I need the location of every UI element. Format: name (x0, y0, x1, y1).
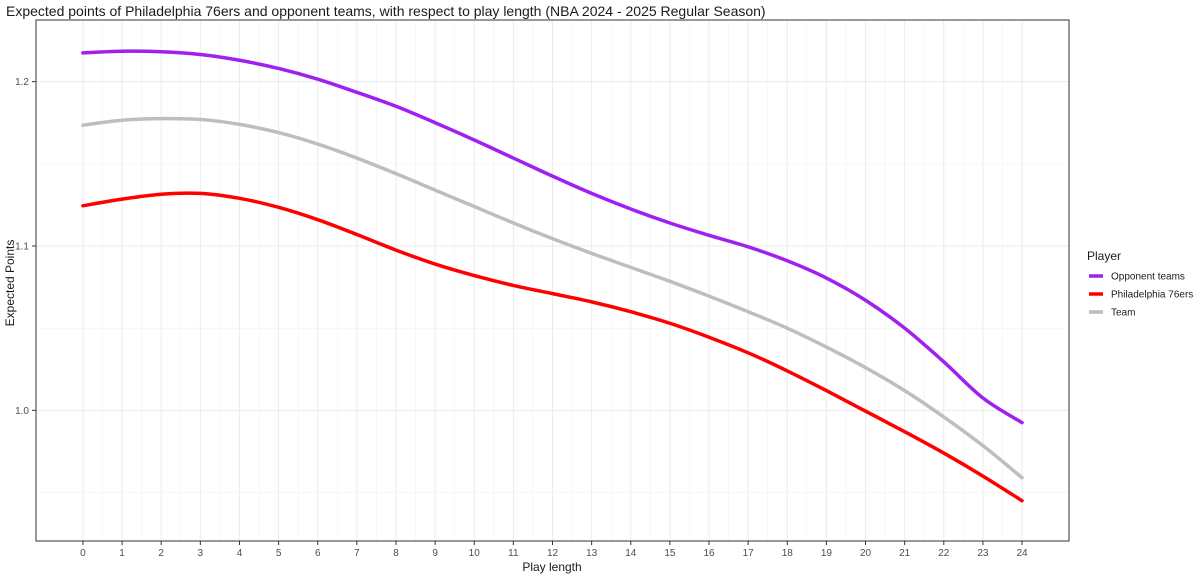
x-tick-label: 13 (586, 548, 598, 559)
x-tick-label: 3 (198, 548, 204, 559)
y-axis: 1.0 1.1 1.2 (15, 77, 36, 417)
y-tick-label: 1.0 (15, 406, 29, 417)
x-tick-label: 21 (899, 548, 911, 559)
legend-title: Player (1087, 249, 1121, 263)
x-tick-label: 7 (354, 548, 360, 559)
x-tick-label: 24 (1016, 548, 1028, 559)
x-tick-label: 12 (547, 548, 559, 559)
x-axis: 0 1 2 3 4 5 6 7 8 9 10 11 12 13 14 15 16 17 18 19 20 21 22 23 24 (80, 541, 1028, 559)
x-tick-label: 19 (821, 548, 833, 559)
grid-major (36, 20, 1069, 541)
x-axis-title: Play length (522, 560, 581, 574)
x-tick-label: 20 (860, 548, 872, 559)
series-line-team (81, 116, 1024, 480)
x-tick-label: 5 (276, 548, 282, 559)
legend-label-team: Team (1111, 308, 1135, 319)
x-tick-label: 8 (393, 548, 399, 559)
x-tick-label: 11 (508, 548, 519, 559)
x-tick-label: 23 (977, 548, 989, 559)
legend-label-philadelphia-76ers: Philadelphia 76ers (1111, 290, 1193, 301)
series-line-opponent-teams (81, 49, 1024, 425)
x-tick-label: 17 (743, 548, 755, 559)
x-tick-label: 10 (469, 548, 481, 559)
x-tick-label: 1 (119, 548, 125, 559)
x-tick-label: 22 (938, 548, 950, 559)
series-line-philadelphia-76ers (81, 191, 1024, 503)
legend-label-opponent-teams: Opponent teams (1111, 272, 1185, 283)
x-tick-label: 16 (703, 548, 715, 559)
x-tick-label: 4 (237, 548, 243, 559)
x-tick-label: 9 (432, 548, 438, 559)
chart-title: Expected points of Philadelphia 76ers an… (6, 3, 766, 19)
x-tick-label: 6 (315, 548, 321, 559)
x-tick-label: 14 (625, 548, 637, 559)
x-tick-label: 2 (158, 548, 164, 559)
series-layer (81, 49, 1024, 503)
y-tick-label: 1.1 (15, 241, 29, 252)
y-axis-title: Expected Points (3, 240, 17, 327)
x-tick-label: 0 (80, 548, 86, 559)
x-tick-label: 18 (782, 548, 794, 559)
y-tick-label: 1.2 (15, 77, 29, 88)
x-tick-label: 15 (664, 548, 676, 559)
legend: Player Opponent teams Philadelphia 76ers T… (1087, 249, 1193, 319)
